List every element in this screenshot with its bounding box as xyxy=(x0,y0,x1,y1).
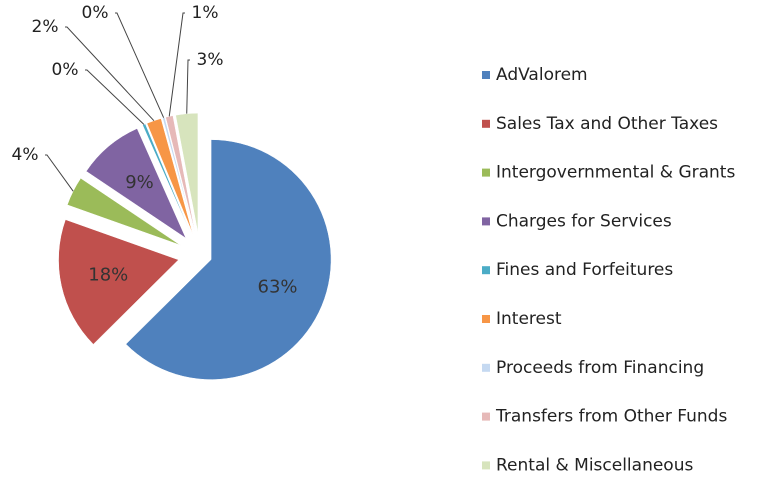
data-label: 0% xyxy=(82,3,109,23)
legend-swatch xyxy=(482,412,490,421)
data-label: 2% xyxy=(32,17,59,37)
data-label: 4% xyxy=(12,145,39,165)
legend-label: Interest xyxy=(496,309,562,329)
leader-line xyxy=(45,154,74,192)
legend-swatch xyxy=(482,71,490,79)
legend-label: Fines and Forfeitures xyxy=(496,260,673,280)
data-label: 63% xyxy=(258,276,298,297)
legend-swatch xyxy=(482,217,490,226)
data-label: 3% xyxy=(197,50,224,70)
legend-label: Intergovernmental & Grants xyxy=(496,163,735,183)
data-label: 1% xyxy=(192,3,219,23)
legend-swatch xyxy=(482,168,490,177)
leader-line xyxy=(115,12,165,118)
data-label: 0% xyxy=(52,60,79,80)
legend-swatch xyxy=(482,266,490,275)
pie-slice xyxy=(142,123,192,235)
legend-swatch xyxy=(482,119,490,128)
legend-swatch xyxy=(482,461,490,470)
legend-label: AdValorem xyxy=(496,65,588,85)
legend-swatch xyxy=(482,363,490,372)
legend-label: Proceeds from Financing xyxy=(496,358,704,378)
pie-slice xyxy=(165,115,196,234)
legend-label: Sales Tax and Other Taxes xyxy=(496,114,718,134)
leader-line xyxy=(85,69,145,125)
legend-label: Rental & Miscellaneous xyxy=(496,455,693,475)
leader-line xyxy=(168,12,185,117)
pie-slice xyxy=(85,128,187,239)
data-label: 18% xyxy=(88,265,128,286)
leader-line xyxy=(186,59,190,114)
legend-label: Charges for Services xyxy=(496,211,672,231)
data-label: 9% xyxy=(125,172,154,193)
legend-label: Transfers from Other Funds xyxy=(495,407,727,427)
pie-slice xyxy=(125,139,332,380)
leader-line xyxy=(65,26,155,122)
pie-slice xyxy=(58,219,179,345)
legend-swatch xyxy=(482,315,490,323)
